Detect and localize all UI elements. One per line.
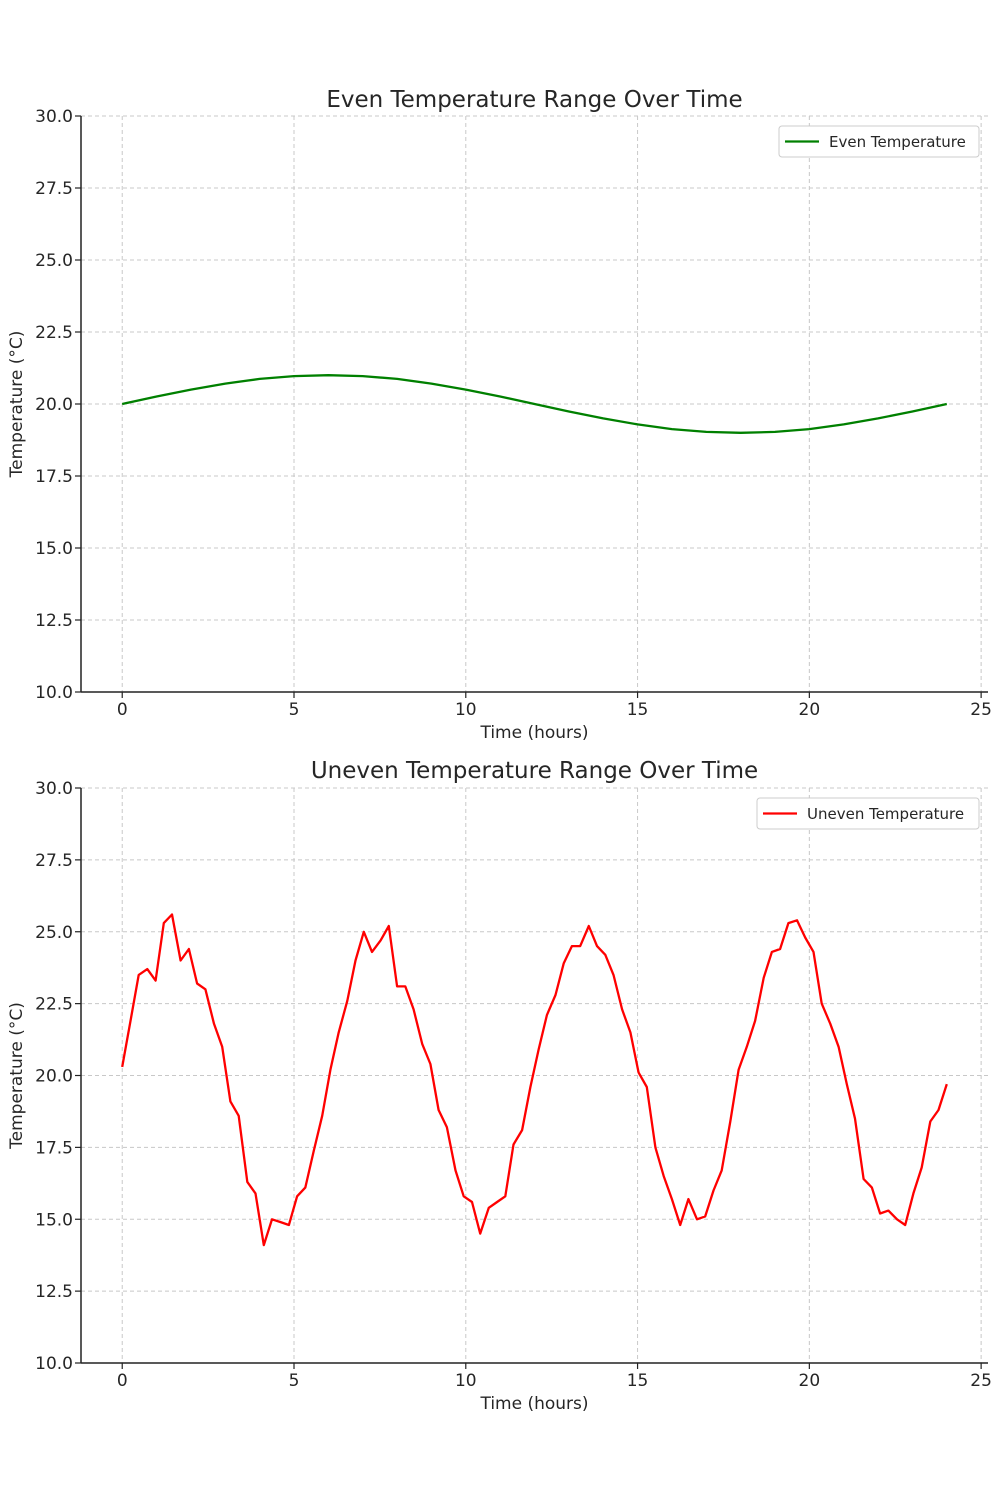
y-tick-label: 12.5 — [35, 1282, 73, 1302]
x-tick-label: 25 — [970, 1371, 992, 1391]
y-axis-label: Temperature (°C) — [7, 331, 27, 479]
series-line-1 — [121, 913, 948, 1247]
legend-label: Uneven Temperature — [807, 805, 964, 823]
x-axis-label: Time (hours) — [479, 1394, 588, 1414]
x-tick-label: 15 — [627, 700, 649, 720]
y-tick-label: 12.5 — [35, 611, 73, 631]
y-tick-label: 25.0 — [35, 923, 73, 943]
y-tick-label: 30.0 — [35, 107, 73, 127]
x-tick-label: 0 — [117, 700, 128, 720]
grid-lines — [81, 787, 988, 1364]
y-tick-label: 20.0 — [35, 1067, 73, 1087]
x-axis-label: Time (hours) — [479, 723, 588, 743]
chart-title: Even Temperature Range Over Time — [326, 87, 742, 113]
series-line-1 — [121, 374, 948, 434]
y-tick-label: 27.5 — [35, 179, 73, 199]
y-tick-label: 10.0 — [35, 683, 73, 703]
y-tick-label: 17.5 — [35, 1138, 73, 1158]
y-tick-label: 22.5 — [35, 995, 73, 1015]
grid-lines — [81, 115, 988, 693]
x-tick-label: 15 — [627, 1371, 649, 1391]
x-tick-label: 5 — [289, 1371, 300, 1391]
legend-label: Even Temperature — [829, 133, 966, 151]
y-tick-label: 10.0 — [35, 1354, 73, 1374]
x-tick-label: 20 — [799, 1371, 821, 1391]
legend: Uneven Temperature — [756, 797, 980, 830]
y-tick-label: 20.0 — [35, 395, 73, 415]
y-tick-label: 17.5 — [35, 467, 73, 487]
x-tick-label: 20 — [799, 700, 821, 720]
x-tick-label: 10 — [455, 700, 477, 720]
chart-title: Uneven Temperature Range Over Time — [311, 758, 758, 784]
y-tick-label: 15.0 — [35, 539, 73, 559]
y-tick-label: 25.0 — [35, 251, 73, 271]
x-tick-label: 10 — [455, 1371, 477, 1391]
y-tick-label: 27.5 — [35, 851, 73, 871]
chart-panel-2: 0 5 10 15 20 25 10.0 12.5 15.0 17.5 20.0 22.5 25.0 27… — [7, 758, 992, 1414]
y-axis-label: Temperature (°C) — [7, 1002, 27, 1150]
legend-box — [778, 125, 980, 158]
y-tick-label: 30.0 — [35, 779, 73, 799]
x-tick-label: 25 — [970, 700, 992, 720]
chart-panel-1: 0 5 10 15 20 25 10.0 12.5 15.0 17.5 20.0 22.5 25.0 27… — [7, 87, 992, 743]
x-tick-label: 5 — [289, 700, 300, 720]
legend-box — [756, 797, 980, 830]
y-tick-label: 22.5 — [35, 323, 73, 343]
series-points-1 — [122, 914, 947, 1245]
y-tick-label: 15.0 — [35, 1210, 73, 1230]
legend: Even Temperature — [778, 125, 980, 158]
x-tick-label: 0 — [117, 1371, 128, 1391]
